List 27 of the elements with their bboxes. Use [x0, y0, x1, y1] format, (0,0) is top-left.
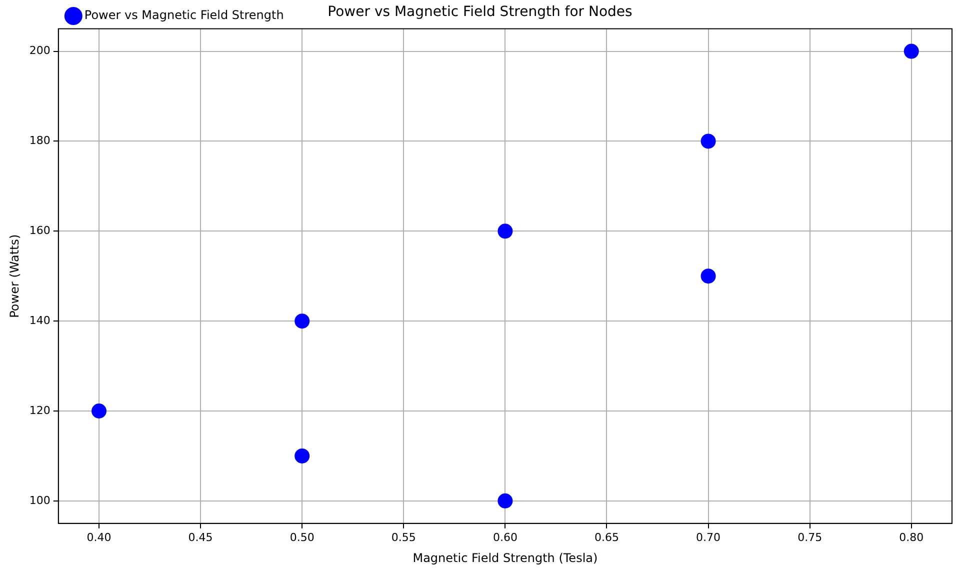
y-axis-title: Power (Watts)	[7, 234, 22, 318]
point	[294, 448, 310, 464]
y-tick-label: 100	[29, 494, 50, 507]
x-tick-label: 0.70	[696, 530, 721, 544]
x-tick-label: 0.50	[290, 530, 314, 544]
x-tick-label: 0.45	[188, 530, 213, 544]
point	[498, 493, 513, 508]
point	[904, 44, 919, 59]
x-tick-label: 0.55	[391, 530, 416, 544]
x-tick-label: 0.65	[594, 530, 619, 544]
y-tick-label: 140	[29, 314, 50, 327]
x-tick-label: 0.75	[798, 530, 822, 544]
point	[92, 403, 107, 418]
x-tick-label: 0.40	[86, 530, 112, 544]
point	[700, 268, 716, 284]
point	[700, 134, 716, 149]
point	[294, 314, 310, 329]
x-tick-label: 0.60	[492, 530, 518, 544]
y-tick-label: 180	[29, 134, 50, 148]
y-tick-label: 200	[29, 44, 50, 58]
y-tick-label: 160	[29, 224, 50, 237]
point	[498, 224, 513, 239]
legend-label: Power vs Magnetic Field Strength	[84, 8, 284, 22]
x-axis-title: Magnetic Field Strength (Tesla)	[412, 550, 598, 565]
y-tick-label: 120	[29, 404, 50, 417]
chart-title: Power vs Magnetic Field Strength for Nodes	[328, 4, 632, 20]
x-tick-label: 0.80	[899, 530, 924, 544]
